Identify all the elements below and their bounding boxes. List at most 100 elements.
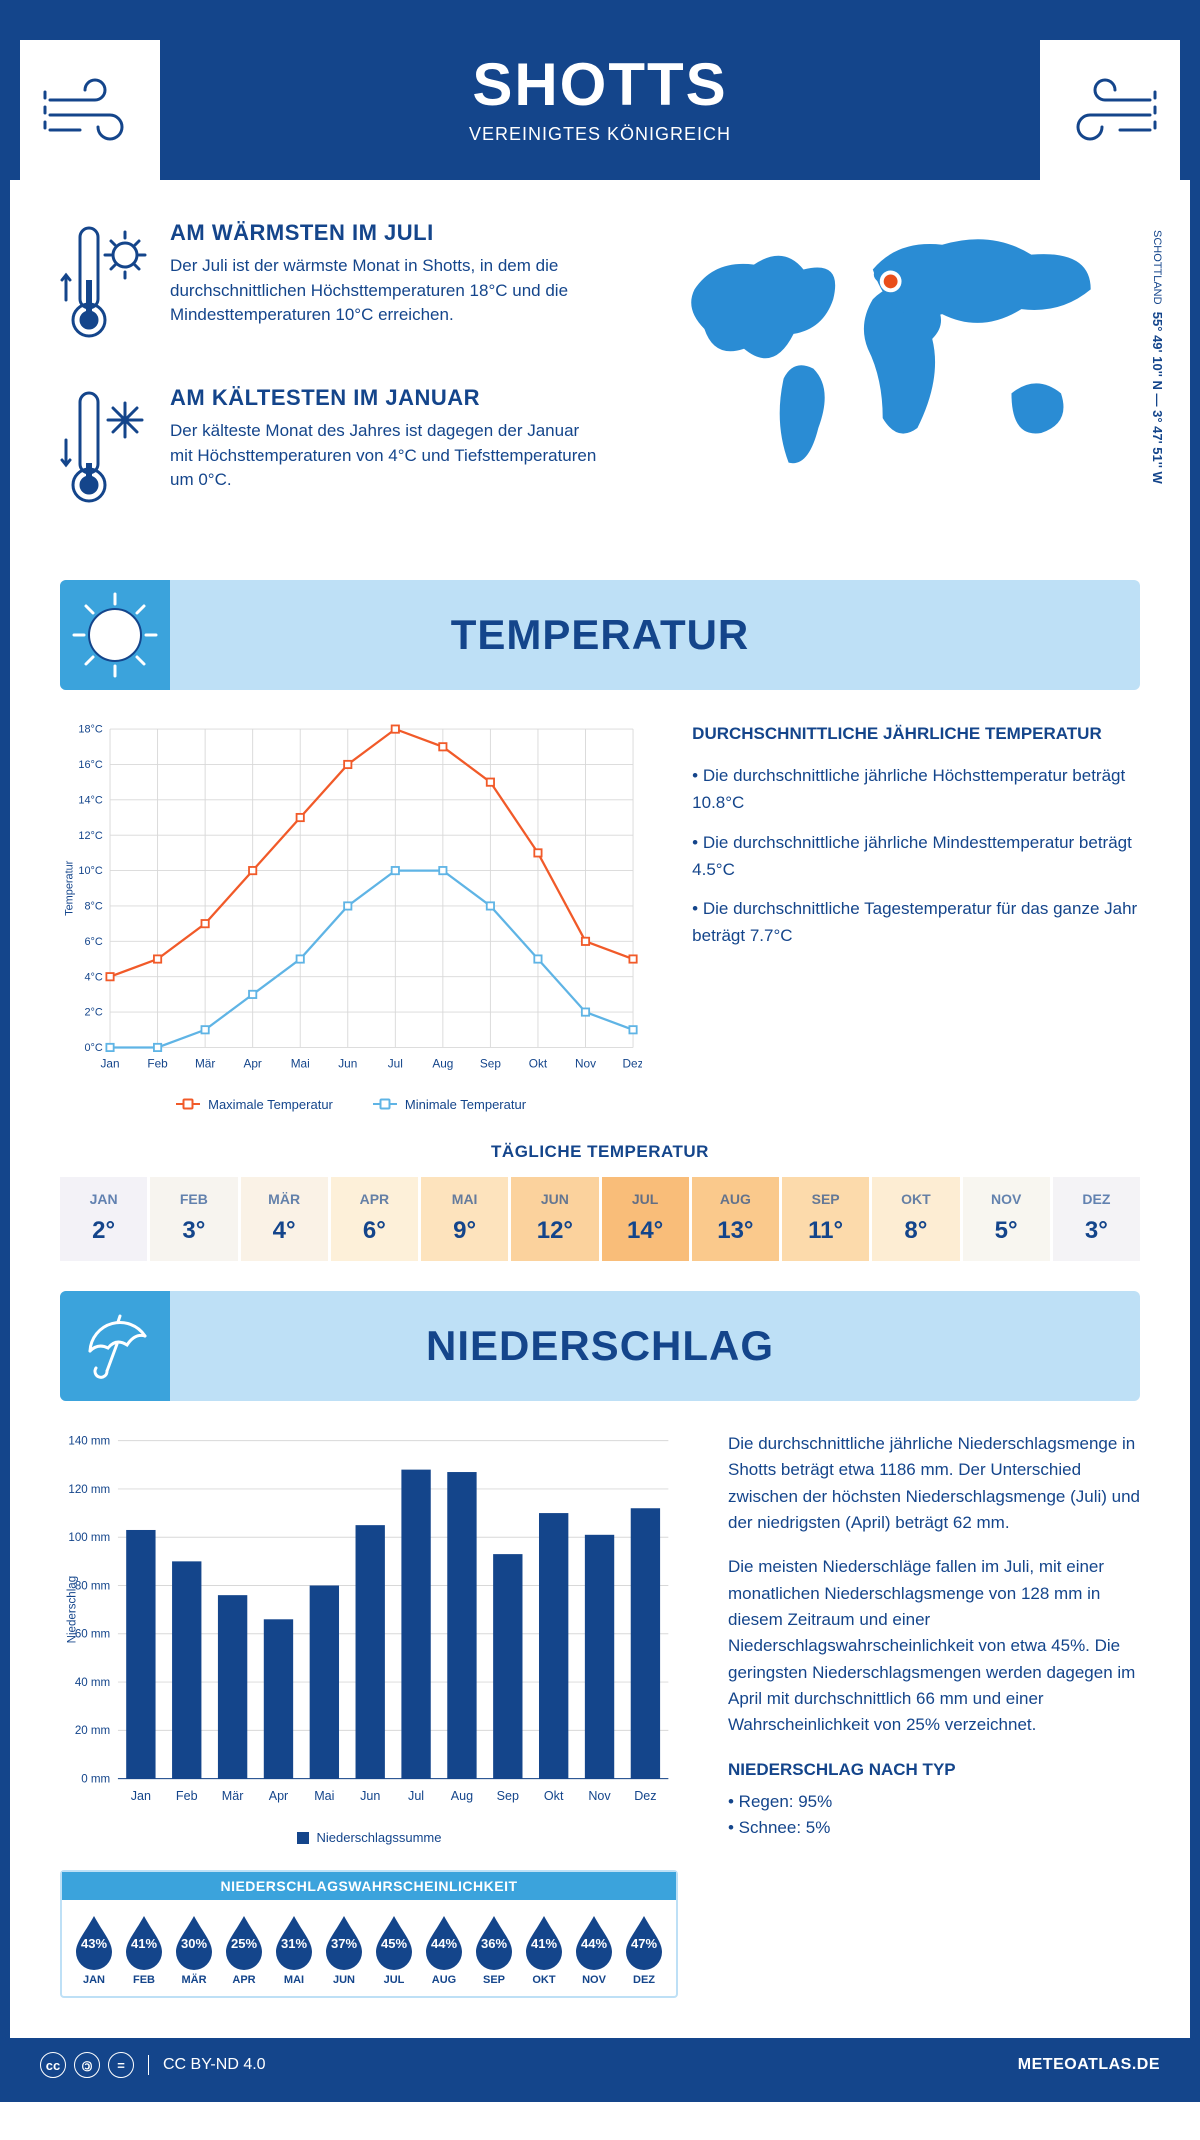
section-title: NIEDERSCHLAG <box>426 1322 774 1370</box>
page-frame: SHOTTS VEREINIGTES KÖNIGREICH <box>0 0 1200 2102</box>
footer: cc 🄯 = CC BY-ND 4.0 METEOATLAS.DE <box>10 2038 1190 2092</box>
daily-cell: FEB3° <box>150 1177 237 1261</box>
page-title: SHOTTS <box>30 50 1170 119</box>
svg-text:12°C: 12°C <box>78 830 102 842</box>
daily-cell: AUG13° <box>692 1177 779 1261</box>
prob-cell: 36%SEP <box>470 1912 518 1986</box>
umbrella-icon <box>60 1291 170 1401</box>
section-temperature: TEMPERATUR <box>60 580 1140 690</box>
daily-cell: OKT8° <box>872 1177 959 1261</box>
daily-cell: MÄR4° <box>241 1177 328 1261</box>
svg-text:Sep: Sep <box>480 1056 501 1070</box>
svg-text:Dez: Dez <box>634 1789 656 1803</box>
page-subtitle: VEREINIGTES KÖNIGREICH <box>30 124 1170 145</box>
svg-text:Jun: Jun <box>338 1056 357 1070</box>
prob-cell: 44%AUG <box>420 1912 468 1986</box>
svg-text:0 mm: 0 mm <box>81 1773 110 1785</box>
thermometer-snow-icon <box>60 385 150 520</box>
world-map: SCHOTTLAND 55° 49' 10'' N — 3° 47' 51'' … <box>645 220 1140 550</box>
site-name: METEOATLAS.DE <box>1018 2056 1160 2074</box>
svg-text:120 mm: 120 mm <box>68 1484 110 1496</box>
svg-text:Temperatur: Temperatur <box>64 860 76 916</box>
svg-text:Jul: Jul <box>408 1789 424 1803</box>
daily-cell: JUN12° <box>511 1177 598 1261</box>
svg-text:Apr: Apr <box>243 1056 261 1070</box>
svg-text:4°C: 4°C <box>84 971 102 983</box>
prob-cell: 41%FEB <box>120 1912 168 1986</box>
svg-text:Mär: Mär <box>195 1056 215 1070</box>
svg-text:2°C: 2°C <box>84 1007 102 1019</box>
intro-row: AM WÄRMSTEN IM JULI Der Juli ist der wär… <box>60 220 1140 550</box>
license-text: CC BY-ND 4.0 <box>163 2056 266 2074</box>
prob-cell: 44%NOV <box>570 1912 618 1986</box>
svg-text:140 mm: 140 mm <box>68 1435 110 1447</box>
svg-text:18°C: 18°C <box>78 724 102 736</box>
svg-text:6°C: 6°C <box>84 936 102 948</box>
svg-text:Mär: Mär <box>222 1789 244 1803</box>
wind-icon-right <box>1040 40 1180 180</box>
fact-coldest: AM KÄLTESTEN IM JANUAR Der kälteste Mona… <box>60 385 605 520</box>
section-title: TEMPERATUR <box>451 611 750 659</box>
thermometer-sun-icon <box>60 220 150 355</box>
content: AM WÄRMSTEN IM JULI Der Juli ist der wär… <box>10 180 1190 2038</box>
daily-temp-grid: JAN2°FEB3°MÄR4°APR6°MAI9°JUN12°JUL14°AUG… <box>60 1177 1140 1261</box>
svg-text:Jul: Jul <box>388 1056 403 1070</box>
svg-text:0°C: 0°C <box>84 1042 102 1054</box>
fact-warmest: AM WÄRMSTEN IM JULI Der Juli ist der wär… <box>60 220 605 355</box>
daily-cell: DEZ3° <box>1053 1177 1140 1261</box>
fact-cold-text: Der kälteste Monat des Jahres ist dagege… <box>170 419 605 493</box>
precip-probability-box: NIEDERSCHLAGSWAHRSCHEINLICHKEIT 43%JAN41… <box>60 1870 678 1998</box>
prob-cell: 45%JUL <box>370 1912 418 1986</box>
nd-icon: = <box>108 2052 134 2078</box>
svg-text:Dez: Dez <box>623 1056 643 1070</box>
svg-text:Okt: Okt <box>529 1056 548 1070</box>
fact-warm-text: Der Juli ist der wärmste Monat in Shotts… <box>170 254 605 328</box>
svg-text:8°C: 8°C <box>84 901 102 913</box>
precipitation-summary: Die durchschnittliche jährliche Niedersc… <box>728 1431 1140 1842</box>
svg-text:10°C: 10°C <box>78 865 102 877</box>
legend-min: .legend-item:nth-child(2) .legend-swatch… <box>373 1097 526 1112</box>
svg-text:14°C: 14°C <box>78 794 102 806</box>
prob-cell: 25%APR <box>220 1912 268 1986</box>
svg-text:Feb: Feb <box>176 1789 198 1803</box>
svg-text:Jan: Jan <box>101 1056 120 1070</box>
daily-cell: APR6° <box>331 1177 418 1261</box>
fact-cold-title: AM KÄLTESTEN IM JANUAR <box>170 385 605 411</box>
wind-icon-left <box>20 40 160 180</box>
header: SHOTTS VEREINIGTES KÖNIGREICH <box>10 10 1190 180</box>
section-precipitation: NIEDERSCHLAG <box>60 1291 1140 1401</box>
svg-text:Nov: Nov <box>588 1789 611 1803</box>
svg-text:Mai: Mai <box>291 1056 310 1070</box>
cc-icon: cc <box>40 2052 66 2078</box>
daily-cell: JUL14° <box>602 1177 689 1261</box>
svg-text:Feb: Feb <box>147 1056 168 1070</box>
svg-text:Jun: Jun <box>360 1789 380 1803</box>
svg-text:Okt: Okt <box>544 1789 564 1803</box>
svg-text:Jan: Jan <box>131 1789 151 1803</box>
daily-cell: JAN2° <box>60 1177 147 1261</box>
svg-text:100 mm: 100 mm <box>68 1532 110 1544</box>
svg-text:Mai: Mai <box>314 1789 334 1803</box>
prob-cell: 37%JUN <box>320 1912 368 1986</box>
legend-precip: Niederschlagssumme <box>297 1830 442 1845</box>
svg-text:16°C: 16°C <box>78 759 102 771</box>
daily-cell: NOV5° <box>963 1177 1050 1261</box>
coordinates: SCHOTTLAND 55° 49' 10'' N — 3° 47' 51'' … <box>1150 230 1165 484</box>
svg-text:Aug: Aug <box>432 1056 453 1070</box>
svg-text:Aug: Aug <box>451 1789 473 1803</box>
by-icon: 🄯 <box>74 2052 100 2078</box>
fact-warm-title: AM WÄRMSTEN IM JULI <box>170 220 605 246</box>
prob-cell: 30%MÄR <box>170 1912 218 1986</box>
prob-cell: 43%JAN <box>70 1912 118 1986</box>
precipitation-chart: 0 mm20 mm40 mm60 mm80 mm100 mm120 mm140 … <box>60 1431 678 1845</box>
daily-cell: SEP11° <box>782 1177 869 1261</box>
svg-text:Niederschlag: Niederschlag <box>66 1576 78 1644</box>
prob-cell: 47%DEZ <box>620 1912 668 1986</box>
temperature-summary: DURCHSCHNITTLICHE JÄHRLICHE TEMPERATUR •… <box>692 720 1140 1112</box>
svg-text:80 mm: 80 mm <box>75 1580 110 1592</box>
daily-cell: MAI9° <box>421 1177 508 1261</box>
legend-max: .legend-item:nth-child(1) .legend-swatch… <box>176 1097 333 1112</box>
temperature-chart: 0°C 2°C 4°C 6°C 8°C 10°C 12°C 14°C 16°C 18°C Jan Fe… <box>60 720 642 1112</box>
prob-cell: 41%OKT <box>520 1912 568 1986</box>
prob-cell: 31%MAI <box>270 1912 318 1986</box>
